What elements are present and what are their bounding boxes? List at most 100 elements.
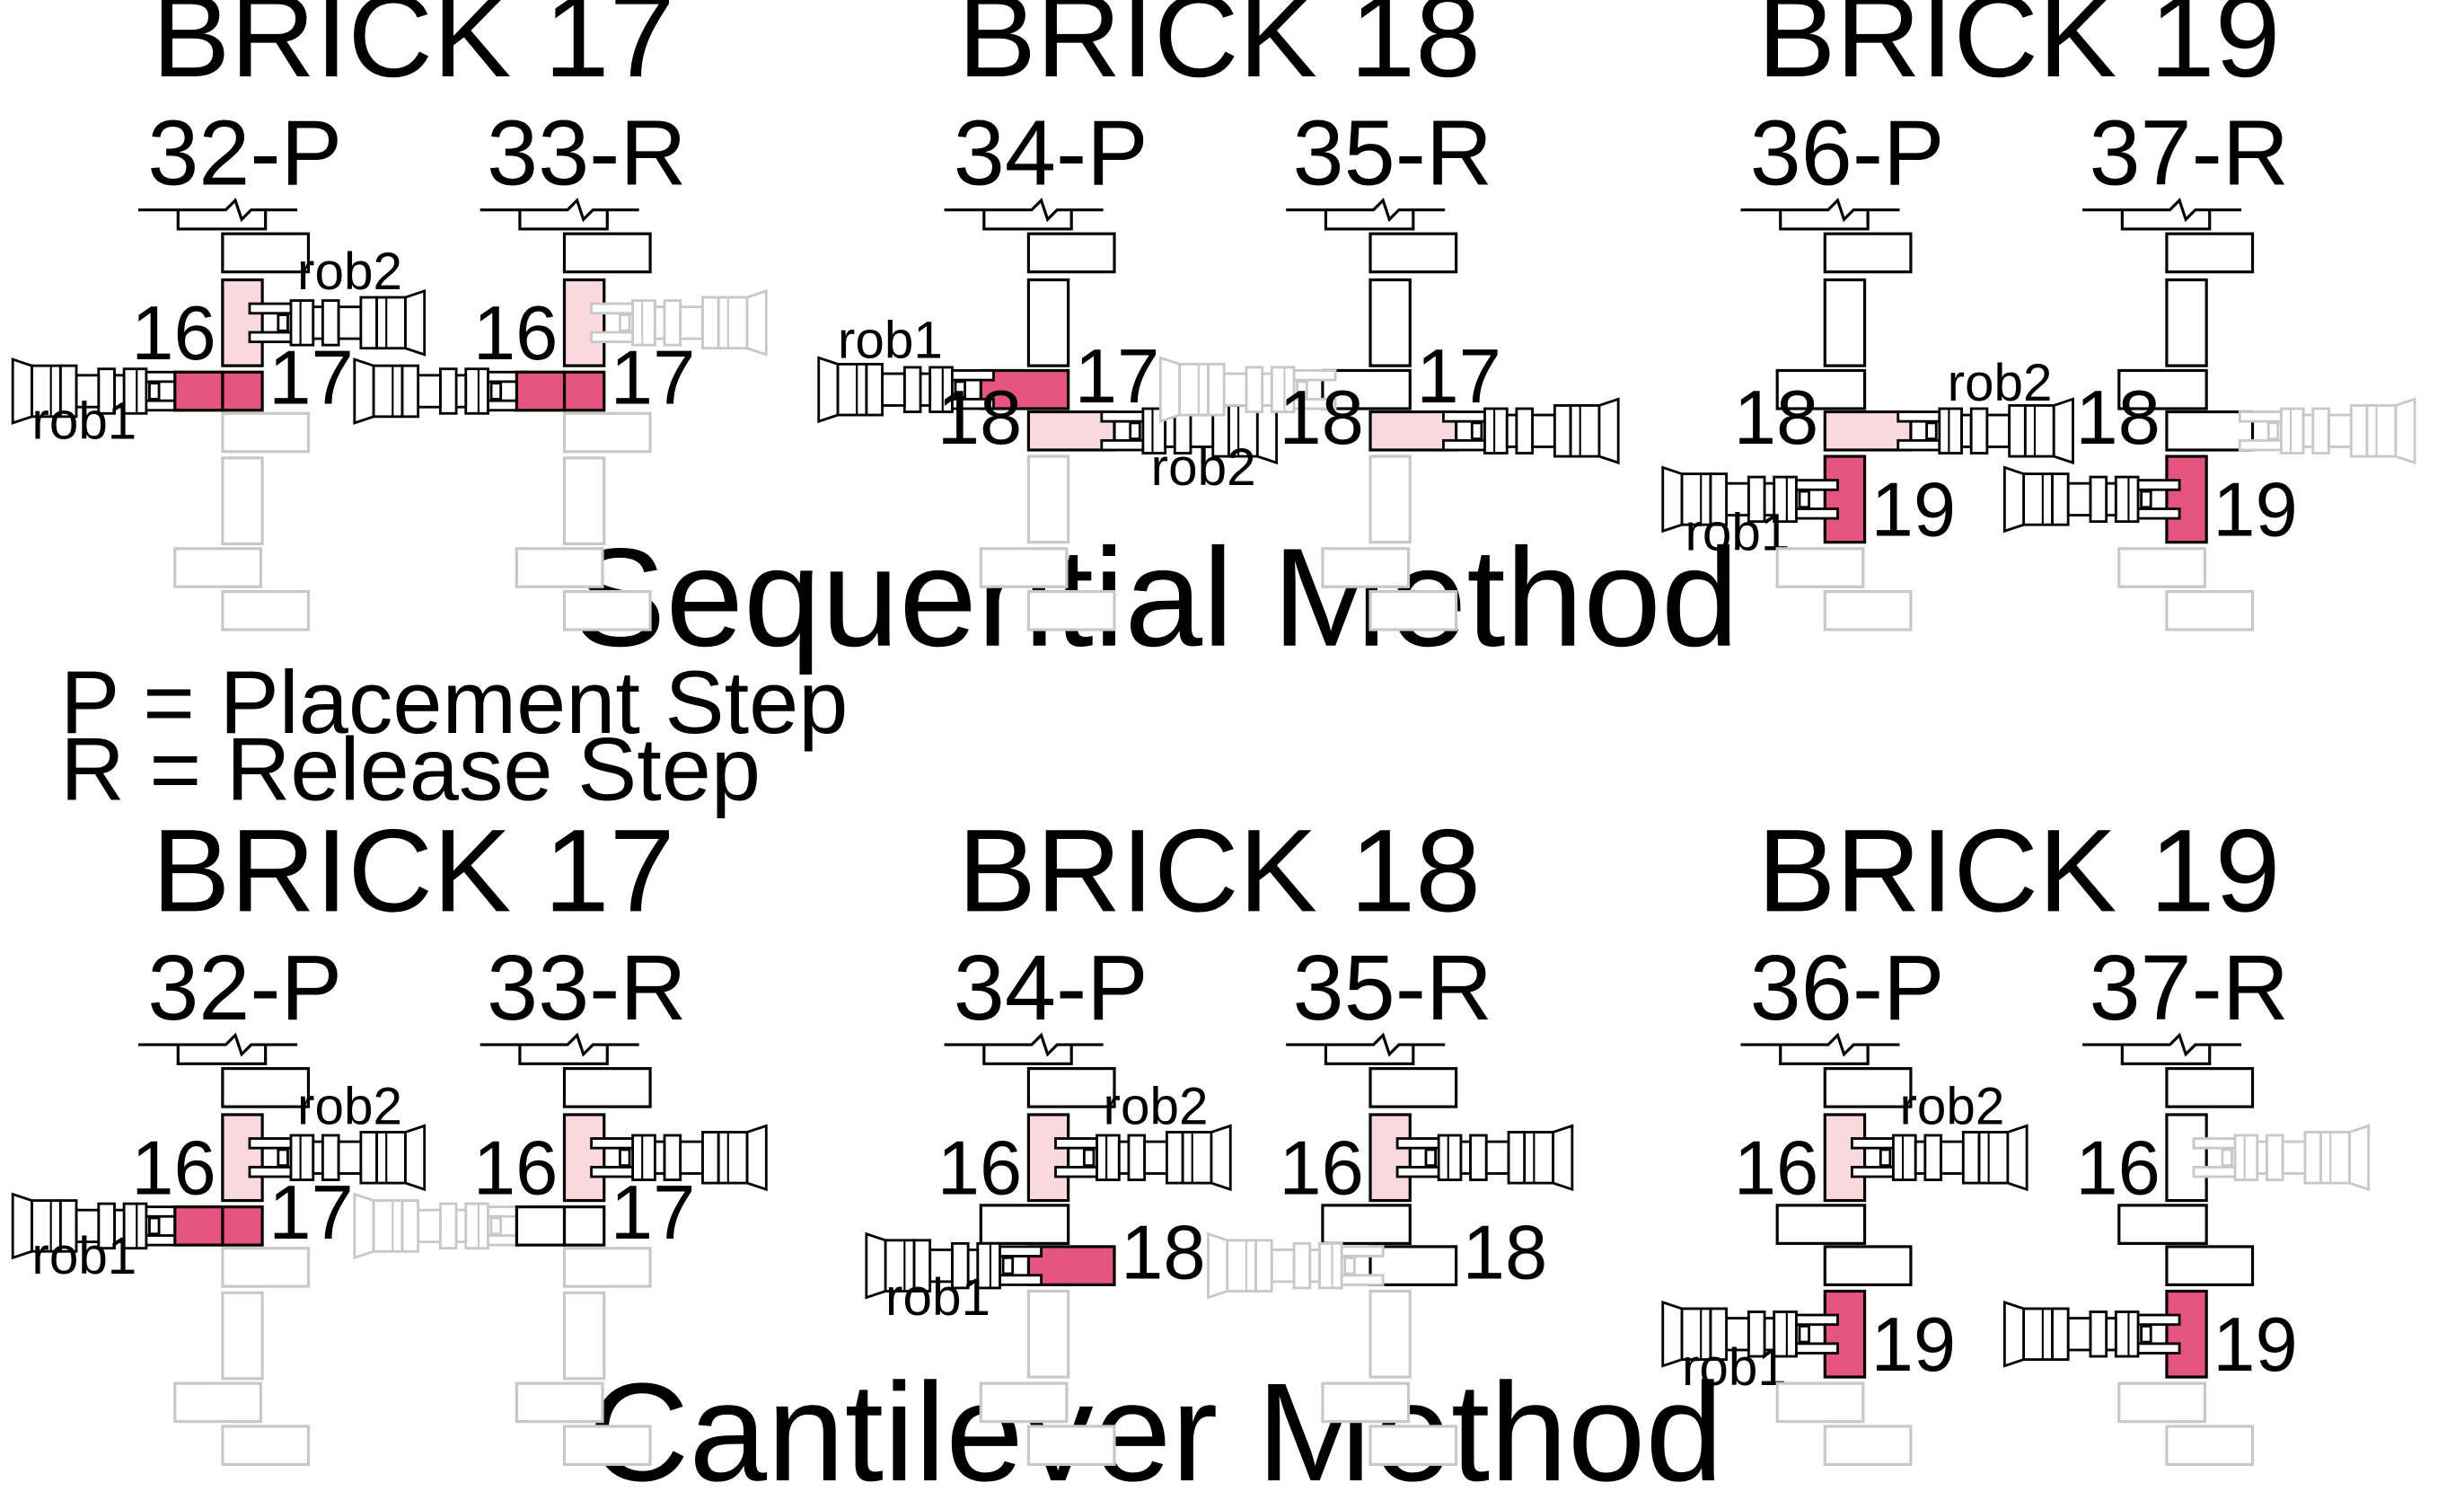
brick-block [562,589,652,631]
robot-gripper [353,357,531,425]
brick-number: 19 [1871,1302,1957,1388]
brick-block [979,547,1069,588]
brick-block [1823,232,1913,274]
robot-gripper [2002,465,2181,534]
brick-block [1368,454,1412,544]
brick-block [979,1204,1070,1245]
step-label: 36-P [1750,936,1945,1039]
step-label: 37-R [2089,936,2289,1039]
step-label: 34-P [954,101,1148,204]
brick-block [1823,1113,1867,1203]
robot-gripper [11,357,189,425]
robot-label: rob1 [1685,504,1790,562]
brick-number: 16 [473,291,559,376]
brick-block [1775,368,1867,410]
step-panel: 17 rob1 18 rob2 [817,198,1278,631]
robot-label: rob2 [1151,438,1256,497]
robot-gripper [1661,1300,1839,1368]
brick-block [2165,454,2208,544]
step-panel: 16 rob2 17 rob1 [11,1032,427,1467]
brick-block [1368,1067,1458,1108]
brick-number: 19 [1871,468,1957,553]
support-beam [480,198,639,223]
brick-block [2117,1381,2207,1424]
beam-bracket [982,1045,1073,1065]
brick-number: 16 [473,1125,559,1211]
brick-block [562,456,606,546]
brick-number: 19 [2213,468,2298,553]
brick-block [1026,454,1070,544]
beam-bracket [1324,209,1415,231]
brick-number: 18 [2075,375,2160,461]
robot-label: rob2 [297,243,402,301]
robot-gripper [1207,1231,1385,1300]
brick-number: 16 [937,1125,1023,1211]
brick-block [221,1291,264,1381]
brick-block [221,1113,264,1203]
brick-block [515,1205,567,1247]
brick-block [1321,368,1412,410]
robot-gripper [1850,1124,2028,1192]
beam-bracket [176,209,268,231]
robot-label: rob1 [885,1268,990,1327]
brick-block [2165,1289,2208,1379]
brick-number: 17 [1416,334,1501,419]
support-beam [138,1032,298,1057]
brick-block [1823,1067,1913,1108]
brick-block [1823,1289,1867,1379]
brick-block [221,278,264,367]
brick-block [1026,1067,1116,1108]
support-beam [2082,198,2242,223]
support-beam [1740,1032,1900,1057]
brick-block [1775,1381,1865,1424]
robot-label: rob2 [1104,1078,1209,1136]
brick-block [515,547,604,588]
brick-block [221,232,311,274]
robot-gripper [1442,397,1620,465]
brick-block [221,411,311,454]
brick-number: 16 [1279,1125,1364,1211]
brick-block [1368,232,1458,274]
brick-block [1321,1381,1411,1424]
brick-number: 18 [1734,375,1819,461]
brick-block [1368,1113,1412,1203]
brick-block [1823,1425,1913,1467]
brick-title: BRICK 18 [958,0,1481,101]
brick-number: 16 [1734,1125,1819,1211]
robot-gripper [2192,1124,2371,1192]
brick-block [1823,454,1867,544]
support-beam [1286,1032,1446,1057]
step-label: 34-P [954,936,1148,1039]
legend-release: R = Release Step [60,719,761,819]
brick-block [515,370,567,412]
robot-gripper [1395,1124,1574,1192]
support-beam [944,198,1104,223]
brick-block [2165,410,2255,452]
brick-block [221,1247,311,1288]
step-panel: 16 rob2 18 rob1 [865,1032,1232,1467]
beam-bracket [518,1045,609,1065]
brick-block [562,1247,652,1288]
support-beam [1286,198,1446,223]
step-label: 32-P [147,101,342,204]
robot-label: rob1 [31,1227,136,1285]
beam-bracket [1779,1045,1870,1065]
brick-number: 18 [1463,1210,1548,1295]
step-label: 36-P [1750,101,1945,204]
brick-block [562,1291,606,1381]
brick-block [1775,547,1865,588]
brick-block [562,1113,606,1203]
robot-gripper [11,1192,189,1260]
support-beam [138,198,298,223]
brick-number: 16 [131,1125,216,1211]
brick-number: 18 [937,375,1023,461]
brick-block [1026,1425,1116,1467]
brick-number: 17 [268,336,354,421]
step-label: 35-R [1293,936,1493,1039]
brick-block [562,1067,652,1108]
brick-number: 19 [2213,1302,2298,1388]
